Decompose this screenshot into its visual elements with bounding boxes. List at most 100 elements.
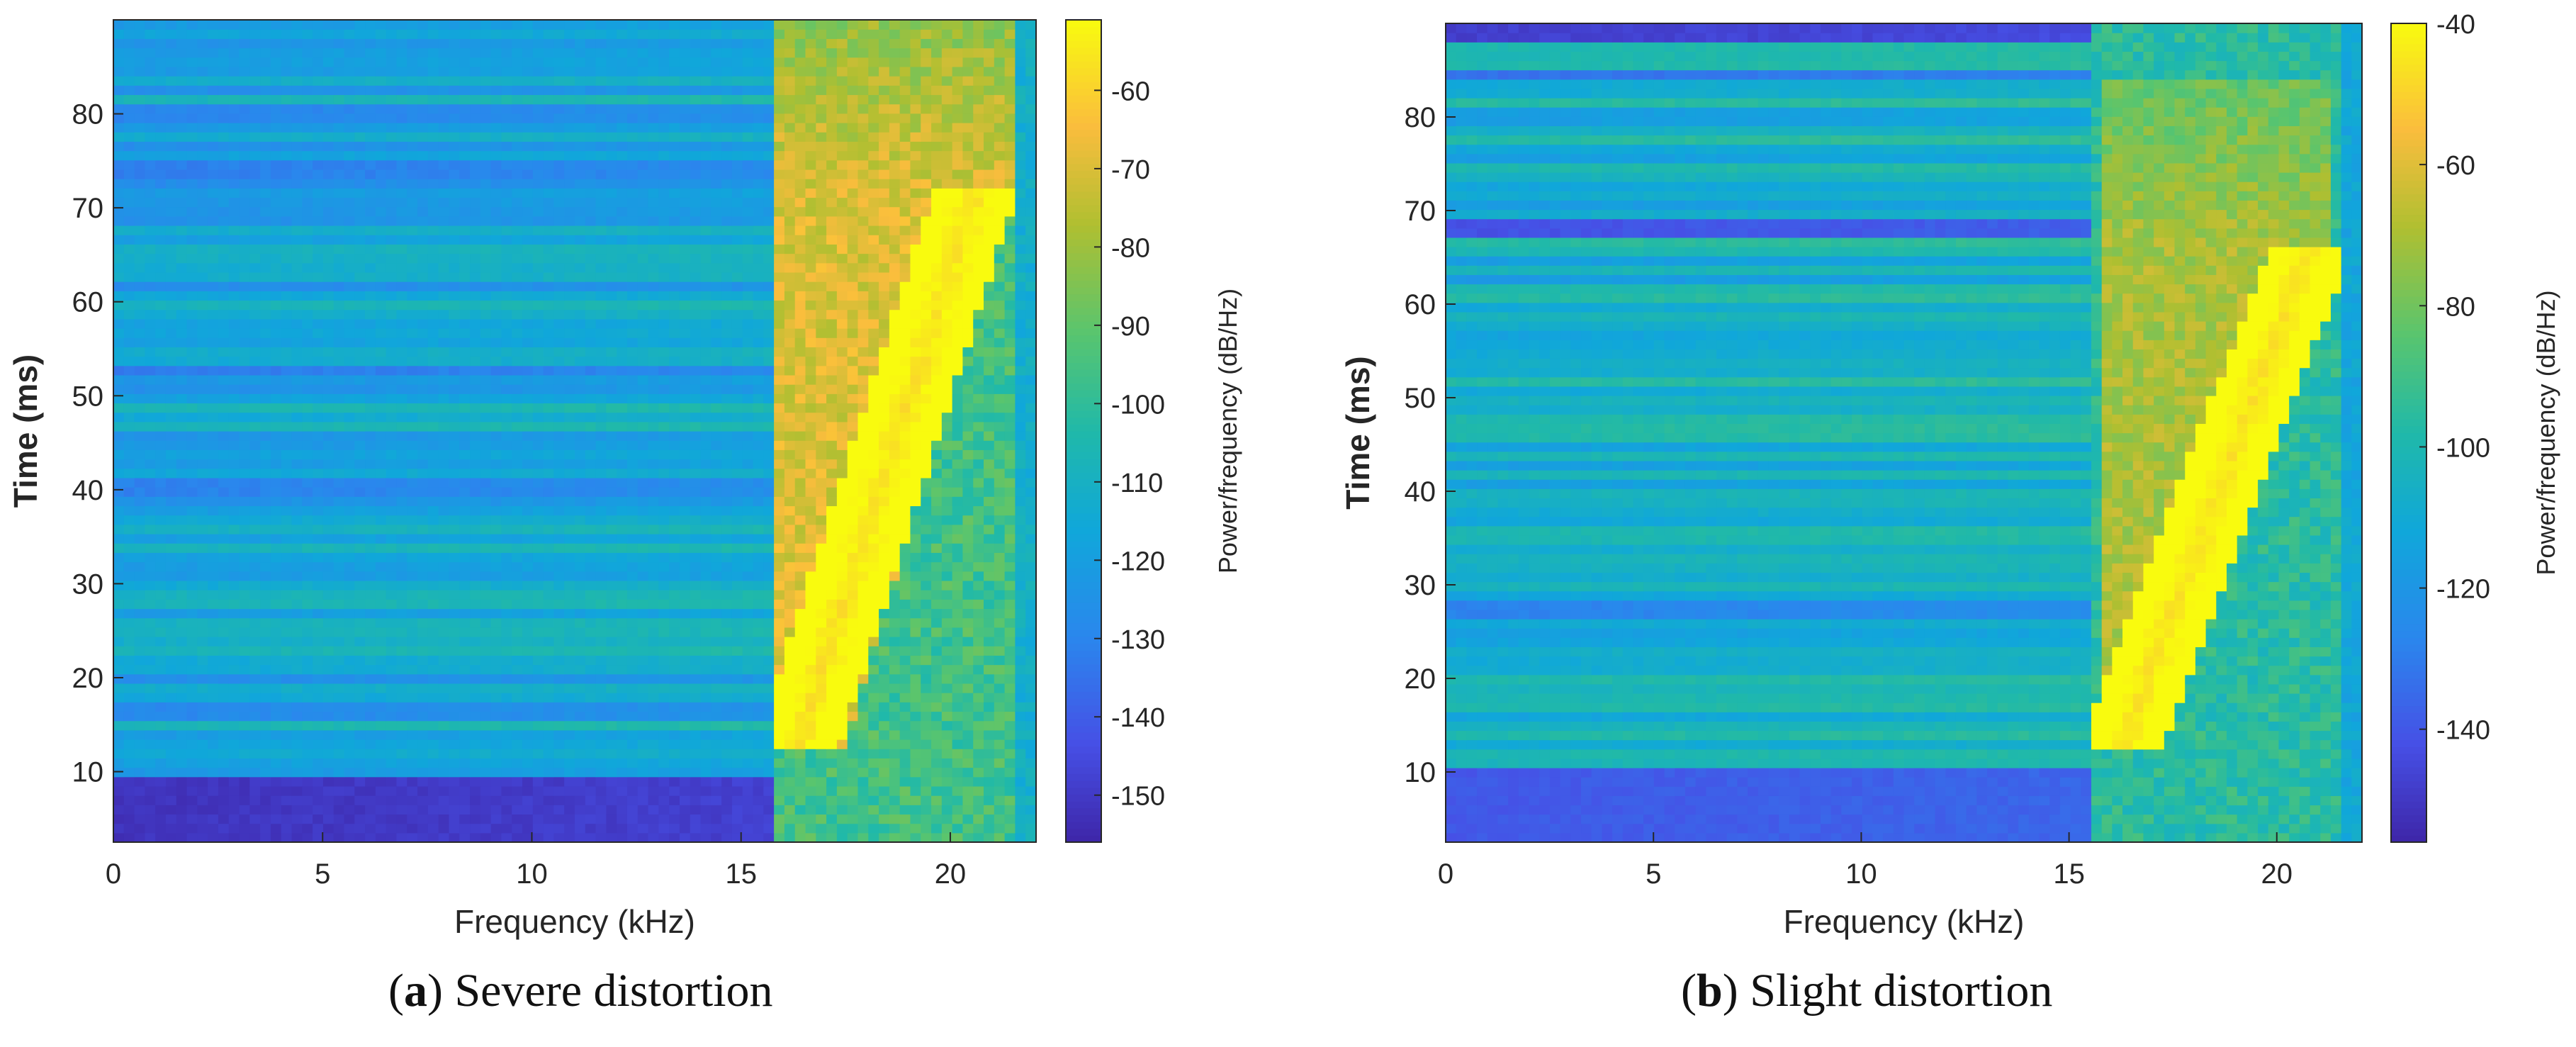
heatmap-cell — [113, 814, 125, 824]
heatmap-cell — [973, 590, 984, 600]
heatmap-cell — [753, 571, 764, 581]
heatmap-cell — [962, 795, 974, 805]
heatmap-cell — [470, 646, 481, 656]
heatmap-cell — [669, 384, 680, 394]
heatmap-cell — [302, 431, 313, 441]
heatmap-cell — [543, 608, 555, 619]
heatmap-cell — [910, 823, 921, 834]
heatmap-cell — [669, 561, 680, 572]
heatmap-cell — [626, 318, 639, 329]
heatmap-cell — [239, 580, 250, 590]
heatmap-cell — [700, 627, 712, 637]
heatmap-cell — [816, 515, 827, 525]
heatmap-cell — [826, 421, 838, 432]
heatmap-cell — [386, 805, 398, 815]
heatmap-cell — [816, 749, 827, 758]
heatmap-cell — [396, 758, 407, 768]
heatmap-cell — [690, 356, 702, 366]
heatmap-cell — [113, 702, 125, 712]
heatmap-cell — [208, 683, 219, 693]
heatmap-cell — [606, 673, 617, 684]
heatmap-cell — [606, 664, 617, 675]
heatmap-cell — [921, 412, 932, 422]
heatmap-cell — [145, 785, 156, 796]
heatmap-cell — [941, 496, 953, 507]
heatmap-cell — [595, 552, 607, 563]
heatmap-cell — [742, 421, 754, 432]
heatmap-cell — [941, 823, 953, 834]
heatmap-cell — [480, 664, 492, 675]
heatmap-cell — [396, 608, 407, 619]
heatmap-cell — [375, 627, 387, 637]
heatmap-cell — [606, 552, 617, 563]
heatmap-cell — [145, 599, 156, 610]
heatmap-cell — [879, 552, 890, 563]
heatmap-cell — [239, 608, 250, 619]
heatmap-cell — [522, 767, 534, 778]
heatmap-cell — [438, 617, 450, 628]
heatmap-cell — [145, 637, 156, 646]
heatmap-cell — [826, 599, 838, 610]
heatmap-cell — [407, 608, 418, 619]
heatmap-cell — [134, 655, 145, 666]
heatmap-cell — [731, 776, 743, 787]
heatmap-cell — [291, 431, 303, 441]
heatmap-cell — [165, 758, 177, 768]
heatmap-cell — [742, 590, 754, 600]
heatmap-cell — [962, 805, 974, 815]
heatmap-cell — [721, 365, 733, 376]
heatmap-cell — [490, 580, 502, 590]
heatmap-cell — [700, 646, 712, 656]
heatmap-cell — [354, 561, 366, 572]
heatmap-cell — [291, 440, 303, 450]
heatmap-cell — [543, 393, 555, 404]
heatmap-cell — [249, 823, 261, 834]
heatmap-cell — [197, 683, 208, 693]
heatmap-cell — [984, 571, 995, 581]
heatmap-cell — [208, 459, 219, 469]
heatmap-cell — [208, 711, 219, 722]
heatmap-cell — [459, 729, 471, 740]
heatmap-cell — [512, 534, 523, 544]
heatmap-cell — [512, 655, 523, 666]
heatmap-cell — [291, 749, 303, 758]
heatmap-cell — [595, 534, 607, 544]
heatmap-cell — [155, 552, 167, 563]
heatmap-cell — [249, 431, 261, 441]
heatmap-cell — [313, 374, 324, 385]
heatmap-cell — [921, 468, 932, 478]
heatmap-cell — [700, 739, 712, 749]
heatmap-cell — [847, 832, 859, 843]
heatmap-cell — [281, 347, 293, 357]
heatmap-cell — [260, 655, 271, 666]
heatmap-cell — [742, 449, 754, 460]
heatmap-cell — [291, 617, 303, 628]
heatmap-cell — [931, 412, 943, 422]
heatmap-cell — [208, 347, 219, 357]
heatmap-cell — [669, 720, 680, 731]
heatmap-cell — [396, 711, 407, 722]
heatmap-cell — [1004, 758, 1016, 768]
heatmap-cell — [522, 720, 534, 731]
heatmap-cell — [281, 637, 293, 646]
heatmap-cell — [344, 720, 355, 731]
heatmap-cell — [291, 702, 303, 712]
heatmap-cell — [879, 505, 890, 516]
heatmap-cell — [721, 646, 733, 656]
heatmap-cell — [375, 487, 387, 497]
heatmap-cell — [407, 767, 418, 778]
heatmap-cell — [344, 496, 355, 507]
heatmap-cell — [501, 487, 512, 497]
heatmap-cell — [302, 552, 313, 563]
heatmap-cell — [313, 785, 324, 796]
heatmap-cell — [1004, 580, 1016, 590]
heatmap-cell — [145, 814, 156, 824]
heatmap-cell — [826, 720, 838, 731]
heatmap-cell — [941, 805, 953, 815]
heatmap-cell — [218, 823, 230, 834]
heatmap-cell — [879, 328, 890, 338]
heatmap-cell — [857, 421, 869, 432]
heatmap-cell — [427, 729, 439, 740]
heatmap-cell — [208, 729, 219, 740]
heatmap-cell — [501, 767, 512, 778]
